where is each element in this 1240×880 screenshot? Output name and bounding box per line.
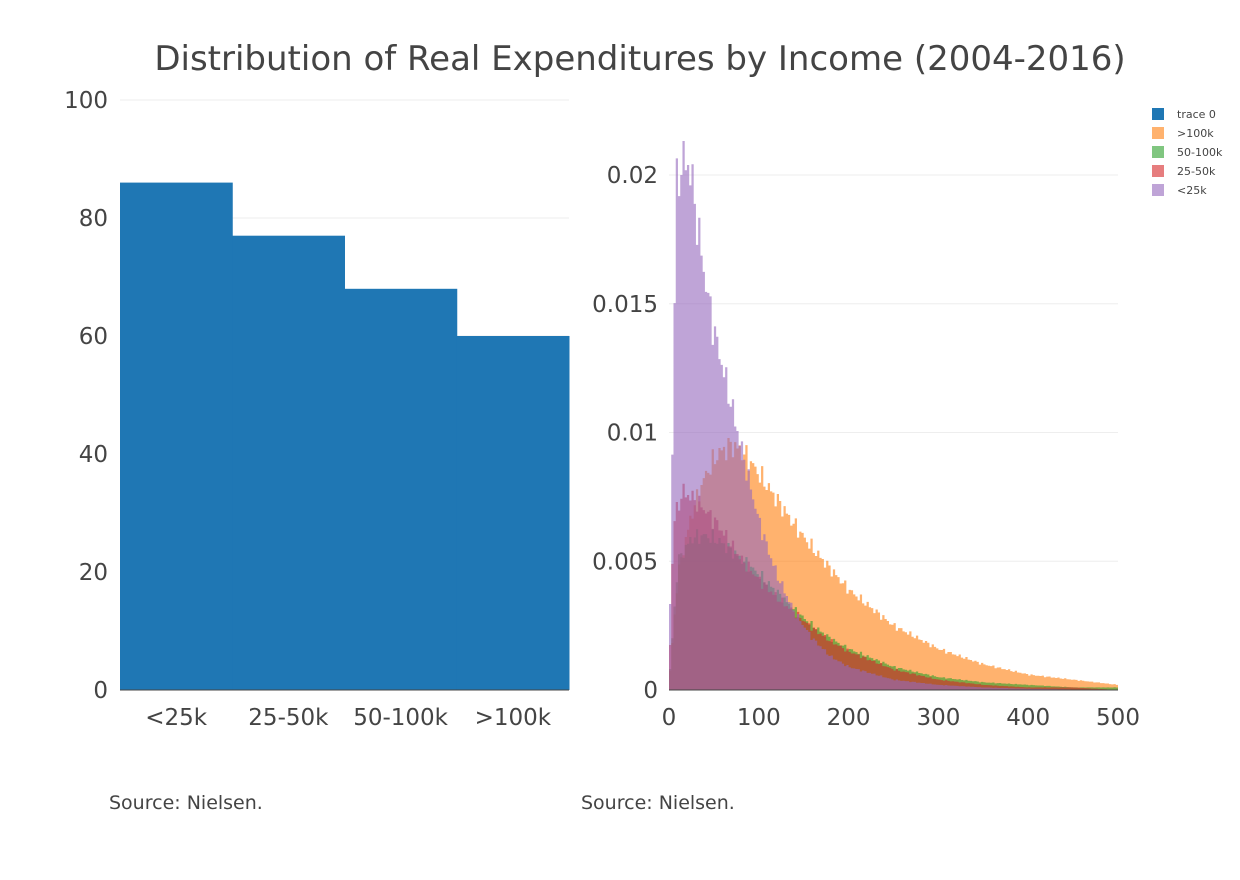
left-x-tick-label: 25-50k: [248, 705, 329, 731]
left-x-tick-label: 50-100k: [353, 705, 448, 731]
legend-label: 50-100k: [1177, 146, 1223, 159]
bar: [232, 235, 345, 690]
bar: [120, 182, 233, 690]
left-y-tick-label: 20: [79, 560, 108, 586]
left-y-tick-label: 0: [93, 678, 108, 704]
histogram-series: [669, 141, 1118, 690]
legend-label: trace 0: [1177, 108, 1216, 121]
legend-label: 25-50k: [1177, 165, 1216, 178]
legend-label: <25k: [1177, 184, 1207, 197]
bar: [456, 336, 570, 690]
right-histogram-chart: 0 0.005 0.01 0.015 0.02 0 100 200 300 400 500: [592, 141, 1140, 731]
legend-swatch: [1152, 165, 1164, 177]
right-y-tick-label: 0.015: [592, 292, 658, 318]
left-bar-chart: 0 20 40 60 80 100 <25k 25-50k 50-100k >100k: [64, 88, 570, 731]
legend-swatch: [1152, 108, 1164, 120]
source-note-right: Source: Nielsen.: [581, 792, 735, 814]
right-y-tick-label: 0.01: [607, 421, 658, 447]
bar: [344, 288, 458, 690]
right-x-tick-label: 200: [827, 705, 871, 731]
legend-swatch: [1152, 127, 1164, 139]
right-x-tick-label: 0: [662, 705, 677, 731]
source-note-left: Source: Nielsen.: [109, 792, 263, 814]
legend-swatch: [1152, 184, 1164, 196]
legend: trace 0 >100k 50-100k 25-50k <25k: [1152, 108, 1223, 197]
right-x-tick-label: 300: [916, 705, 960, 731]
right-x-tick-label: 100: [737, 705, 781, 731]
legend-swatch: [1152, 146, 1164, 158]
right-x-tick-label: 400: [1006, 705, 1050, 731]
right-y-tick-label: 0.02: [607, 163, 658, 189]
right-y-tick-label: 0.005: [592, 549, 658, 575]
left-y-tick-label: 60: [79, 324, 108, 350]
legend-label: >100k: [1177, 127, 1214, 140]
left-y-tick-label: 80: [79, 206, 108, 232]
left-y-tick-label: 100: [64, 88, 108, 114]
chart-title: Distribution of Real Expenditures by Inc…: [154, 39, 1125, 79]
right-x-tick-label: 500: [1096, 705, 1140, 731]
left-x-tick-label: >100k: [475, 705, 552, 731]
left-y-tick-label: 40: [79, 442, 108, 468]
right-y-tick-label: 0: [643, 678, 658, 704]
left-x-tick-label: <25k: [145, 705, 208, 731]
